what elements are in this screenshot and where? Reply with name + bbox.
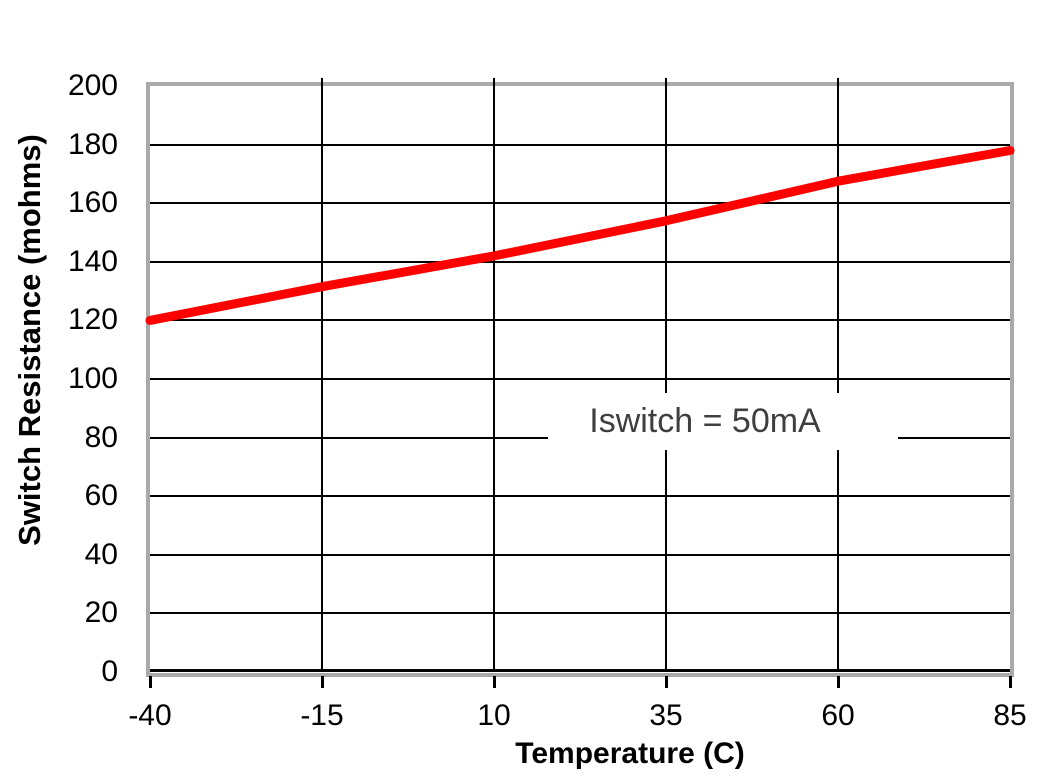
v-gridline bbox=[321, 78, 323, 672]
x-tick-label: 10 bbox=[477, 699, 511, 732]
h-gridline bbox=[150, 202, 1010, 205]
y-tick-label: 200 bbox=[67, 69, 118, 102]
x-axis-line bbox=[150, 669, 1010, 672]
x-tick-label: 35 bbox=[649, 699, 683, 732]
x-tick-label: -15 bbox=[300, 699, 344, 732]
y-tick-label: 160 bbox=[67, 186, 118, 220]
h-gridline bbox=[150, 612, 1010, 615]
y-tick-label: 140 bbox=[67, 244, 118, 278]
v-gridline bbox=[493, 78, 495, 672]
h-gridline bbox=[150, 378, 1010, 380]
y-tick-label: 60 bbox=[84, 479, 118, 513]
y-tick-label: 20 bbox=[84, 596, 118, 630]
x-tick-label: 85 bbox=[993, 699, 1027, 732]
annotation-label: Iswitch = 50mA bbox=[548, 393, 898, 450]
h-gridline bbox=[150, 143, 1010, 146]
series-line bbox=[145, 146, 1015, 325]
h-gridline bbox=[150, 319, 1010, 322]
y-tick-label: 0 bbox=[101, 655, 118, 688]
x-tick-label: 60 bbox=[821, 699, 855, 732]
v-gridline bbox=[665, 78, 667, 672]
y-tick-label: 80 bbox=[84, 420, 118, 454]
annotation-text: Iswitch = 50mA bbox=[589, 402, 821, 440]
x-tick-mark bbox=[1009, 676, 1012, 688]
y-tick-label: 120 bbox=[67, 303, 118, 337]
x-tick-label: -40 bbox=[128, 699, 172, 732]
x-axis-title: Temperature (C) bbox=[515, 737, 745, 770]
x-tick-mark bbox=[493, 676, 496, 688]
series-layer bbox=[145, 146, 1015, 325]
v-gridline bbox=[837, 78, 839, 672]
x-tick-mark bbox=[665, 676, 668, 688]
x-tick-mark bbox=[837, 676, 840, 688]
plot-area: Iswitch = 50mA bbox=[145, 78, 1015, 688]
y-tick-label: 180 bbox=[67, 127, 118, 161]
h-gridline bbox=[150, 553, 1010, 556]
h-gridline bbox=[150, 260, 1010, 263]
x-tick-mark bbox=[149, 676, 152, 688]
h-gridline bbox=[150, 495, 1010, 498]
x-tick-mark bbox=[321, 676, 324, 688]
y-tick-label: 100 bbox=[67, 362, 118, 395]
y-tick-label: 40 bbox=[84, 537, 118, 571]
